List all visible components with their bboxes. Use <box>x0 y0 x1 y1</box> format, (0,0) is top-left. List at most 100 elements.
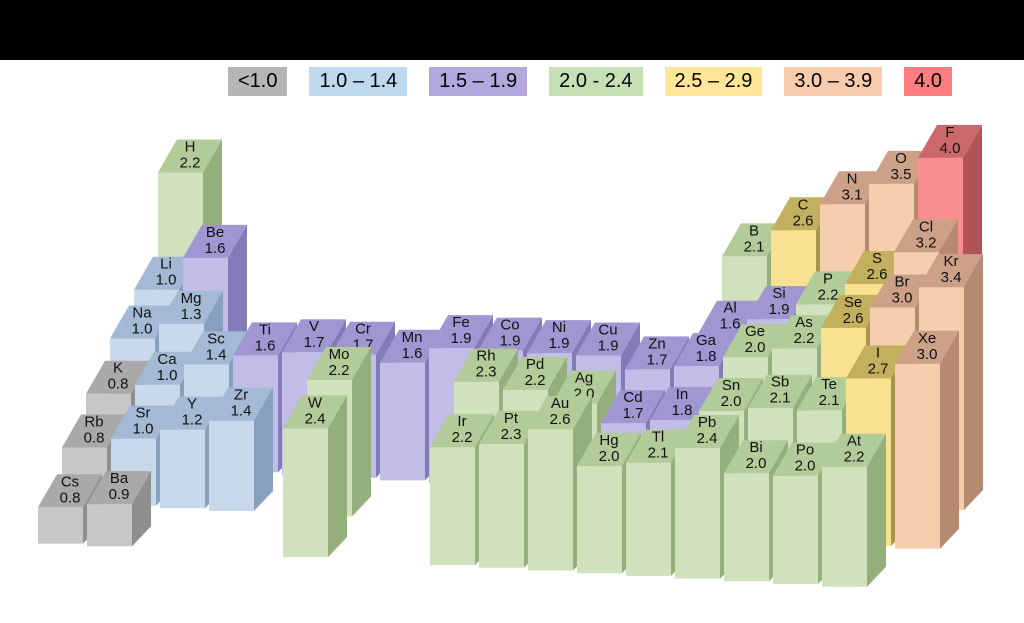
element-value-label: 1.8 <box>696 348 717 365</box>
element-symbol-label: At <box>847 433 862 450</box>
element-value-label: 3.0 <box>892 290 913 307</box>
element-symbol-label: Be <box>206 224 224 241</box>
legend-item-5: 3.0 – 3.9 <box>784 67 883 96</box>
element-value-label: 2.6 <box>550 411 571 428</box>
element-symbol-label: Rh <box>476 348 495 365</box>
element-value-label: 2.6 <box>843 310 864 327</box>
element-symbol-label: Cu <box>598 322 617 339</box>
element-symbol-label: Pd <box>526 356 544 373</box>
element-symbol-label: Pt <box>504 410 519 427</box>
element-value-label: 1.7 <box>647 351 668 368</box>
element-symbol-label: Ga <box>696 332 717 349</box>
element-value-label: 2.1 <box>744 238 765 255</box>
legend: <1.0 1.0 – 1.4 1.5 – 1.9 2.0 - 2.4 2.5 – 2.9… <box>0 67 1024 96</box>
legend-item-1: 1.0 – 1.4 <box>309 67 408 96</box>
element-value-label: 2.4 <box>697 430 718 447</box>
element-symbol-label: Hg <box>599 432 618 449</box>
element-value-label: 2.2 <box>452 429 473 446</box>
element-symbol-label: Kr <box>944 253 959 270</box>
element-value-label: 2.6 <box>793 212 814 229</box>
element-value-label: 1.2 <box>182 412 203 429</box>
element-value-label: 2.2 <box>794 330 815 347</box>
top-black-band <box>0 0 1024 60</box>
element-symbol-label: Ba <box>110 470 129 487</box>
element-value-label: 0.8 <box>60 489 81 506</box>
element-symbol-label: In <box>676 386 689 403</box>
element-value-label: 1.4 <box>231 403 252 420</box>
element-symbol-label: Po <box>796 442 814 459</box>
element-value-label: 2.1 <box>770 390 791 407</box>
element-symbol-label: Bi <box>749 439 762 456</box>
element-symbol-label: O <box>895 150 907 167</box>
element-symbol-label: H <box>185 139 196 156</box>
element-value-label: 3.4 <box>941 269 962 286</box>
element-symbol-label: Al <box>723 300 736 317</box>
element-value-label: 2.2 <box>844 449 865 466</box>
element-value-label: 3.5 <box>891 166 912 183</box>
element-value-label: 2.4 <box>305 410 326 427</box>
element-bar-W: W2.4 <box>283 394 347 558</box>
element-symbol-label: Cl <box>919 218 933 235</box>
element-value-label: 2.0 <box>746 455 767 472</box>
element-value-label: 2.1 <box>819 392 840 409</box>
element-value-label: 1.8 <box>672 402 693 419</box>
element-symbol-label: Ni <box>552 319 566 336</box>
element-value-label: 1.4 <box>206 346 227 363</box>
element-symbol-label: Ca <box>157 351 177 368</box>
element-symbol-label: Mg <box>181 290 202 307</box>
element-bar-Xe: Xe3.0 <box>895 330 959 549</box>
element-value-label: 1.7 <box>623 405 644 422</box>
element-symbol-label: Ti <box>259 321 271 338</box>
legend-item-2: 1.5 – 1.9 <box>429 67 528 96</box>
element-value-label: 2.1 <box>648 445 669 462</box>
element-symbol-label: Co <box>500 317 519 334</box>
element-symbol-label: Au <box>551 395 569 412</box>
element-value-label: 3.2 <box>916 234 937 251</box>
element-value-label: 2.2 <box>818 286 839 303</box>
element-symbol-label: K <box>113 360 123 377</box>
element-value-label: 1.0 <box>133 421 154 438</box>
element-symbol-label: Mn <box>402 329 423 346</box>
element-symbol-label: Cs <box>61 473 79 490</box>
element-value-label: 2.6 <box>867 266 888 283</box>
legend-item-0: <1.0 <box>227 67 288 96</box>
element-symbol-label: P <box>823 270 833 287</box>
element-bar-At: At2.2 <box>822 433 886 587</box>
element-symbol-label: Sr <box>136 405 151 422</box>
element-value-label: 1.0 <box>132 321 153 338</box>
element-value-label: 0.8 <box>84 430 105 447</box>
element-symbol-label: B <box>749 222 759 239</box>
element-symbol-label: Si <box>772 285 785 302</box>
element-value-label: 1.9 <box>549 335 570 352</box>
element-symbol-label: Rb <box>84 414 103 431</box>
element-symbol-label: V <box>309 318 319 335</box>
element-value-label: 2.7 <box>868 360 889 377</box>
legend-item-6: 4.0 <box>904 67 953 96</box>
element-symbol-label: Xe <box>918 330 936 347</box>
element-value-label: 1.6 <box>720 316 741 333</box>
element-symbol-label: S <box>872 250 882 267</box>
element-value-label: 2.0 <box>795 458 816 475</box>
element-symbol-label: Mo <box>329 346 350 363</box>
element-value-label: 0.9 <box>109 486 130 503</box>
element-symbol-label: Te <box>821 376 837 393</box>
element-value-label: 2.3 <box>501 426 522 443</box>
element-symbol-label: Li <box>160 256 172 273</box>
element-value-label: 2.0 <box>599 448 620 465</box>
element-symbol-label: Br <box>895 274 910 291</box>
legend-item-3: 2.0 - 2.4 <box>549 67 643 96</box>
element-symbol-label: Sn <box>722 377 740 394</box>
element-value-label: 3.1 <box>842 186 863 203</box>
element-value-label: 1.9 <box>451 330 472 347</box>
element-symbol-label: Cd <box>623 389 642 406</box>
element-symbol-label: Zn <box>648 335 666 352</box>
element-symbol-label: F <box>945 124 954 141</box>
element-value-label: 1.6 <box>402 345 423 362</box>
element-symbol-label: I <box>876 344 880 361</box>
element-symbol-label: Se <box>844 294 862 311</box>
element-value-label: 0.8 <box>108 376 129 393</box>
element-symbol-label: Tl <box>652 429 665 446</box>
element-symbol-label: Cr <box>355 321 371 338</box>
